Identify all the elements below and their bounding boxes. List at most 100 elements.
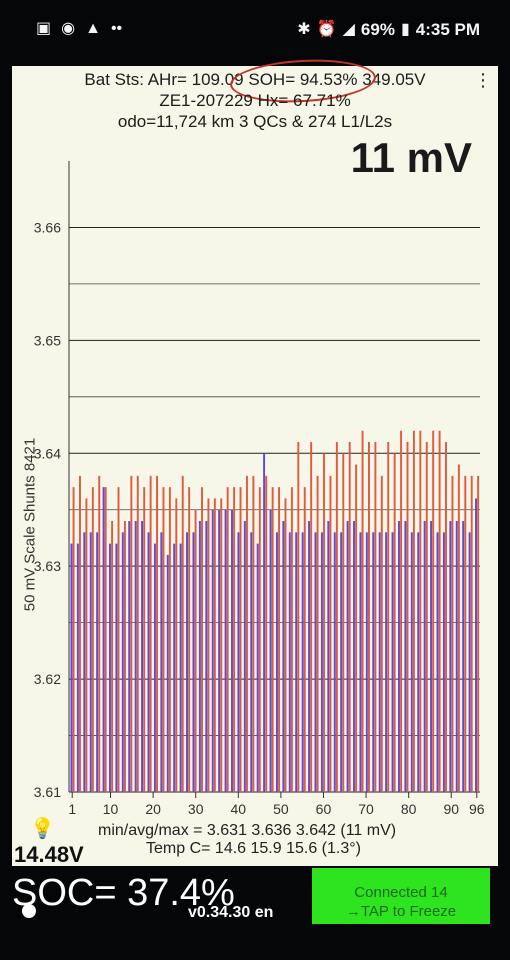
red-bar	[348, 441, 351, 792]
y-tick-label: 3.61	[34, 784, 61, 800]
red-bar	[464, 475, 467, 792]
blue-bar	[462, 521, 465, 792]
red-bar	[168, 487, 171, 792]
x-tick-label: 30	[188, 801, 204, 817]
red-bar	[220, 498, 223, 792]
blue-bar	[275, 532, 278, 792]
x-tick-label: 10	[103, 801, 119, 817]
red-bar	[201, 487, 203, 792]
red-bar	[213, 498, 216, 792]
bottom-bar: SOC= 37.4% v0.34.30 en Connected 14 →TAP…	[0, 866, 510, 960]
blue-bar	[333, 532, 336, 792]
blue-bar	[250, 532, 253, 792]
red-bar	[136, 475, 139, 792]
x-tick-label: 96	[469, 801, 485, 817]
soc-readout: SOC= 37.4%	[12, 872, 235, 914]
red-bar	[387, 441, 390, 792]
red-bar	[457, 464, 460, 792]
red-bar	[239, 487, 242, 792]
blue-bar	[121, 532, 124, 792]
red-bar	[425, 441, 428, 792]
battery-status-panel[interactable]: Bat Sts: AHr= 109.09 SOH= 94.53% 349.05V…	[12, 56, 498, 867]
blue-bar	[83, 532, 86, 792]
blue-bar	[417, 532, 420, 792]
x-tick-label: 80	[401, 801, 417, 817]
app-version: v0.34.30 en	[188, 904, 274, 921]
blue-bar	[153, 543, 156, 792]
blue-bar	[288, 532, 291, 792]
header-line-2: ZE1-207229 Hx= 67.71%	[159, 91, 351, 110]
bluetooth-icon: ✱	[297, 21, 311, 38]
connect-freeze-button[interactable]: Connected 14 →TAP to Freeze	[312, 868, 490, 924]
lightbulb-icon[interactable]: 💡	[30, 818, 55, 840]
y-tick-label: 3.62	[34, 671, 61, 687]
blue-bar	[141, 521, 144, 792]
blue-bar	[320, 532, 323, 792]
blue-bar	[237, 532, 240, 792]
blue-bar	[436, 532, 439, 792]
red-bar	[316, 475, 319, 792]
blue-bar	[353, 521, 355, 792]
blue-bar	[359, 532, 362, 792]
blue-bar	[455, 521, 458, 792]
header-line-1: Bat Sts: AHr= 109.09 SOH= 94.53% 349.05V	[12, 70, 498, 90]
blue-bar	[397, 521, 400, 792]
blue-bar	[314, 532, 317, 792]
red-bar	[226, 487, 229, 792]
red-bar	[104, 487, 107, 792]
aux-battery-voltage: 14.48V	[14, 842, 84, 867]
cell-voltage-chart: 3.61 3.62 3.63 3.64 3.65 3.66 1 10 20 30 40 50 60 70 8…	[34, 161, 485, 817]
blue-bar	[160, 532, 163, 792]
blue-bar	[449, 521, 452, 792]
y-tick-label: 3.66	[34, 219, 61, 235]
red-bar	[91, 487, 94, 792]
connect-status-label: Connected 14	[354, 884, 448, 901]
blue-bar	[70, 543, 73, 792]
red-bar	[361, 430, 364, 792]
status-left-icons: ▣ ◉ ▲ ••	[36, 20, 122, 38]
red-bar	[123, 521, 126, 792]
red-bar	[271, 487, 274, 792]
x-tick-label: 50	[273, 801, 289, 817]
signal-icon: ◢	[342, 21, 355, 38]
red-bar	[278, 487, 281, 792]
blue-bar	[404, 521, 407, 792]
warning-icon: ▲	[85, 20, 101, 37]
status-dot-icon	[22, 904, 36, 918]
red-bar	[297, 441, 300, 792]
blue-bar	[115, 543, 118, 792]
image-icon: ▣	[36, 20, 52, 37]
soh-text: SOH= 94.53%	[243, 70, 358, 89]
red-bar	[181, 475, 184, 792]
blue-bar	[423, 521, 426, 792]
red-bar	[329, 475, 332, 792]
min-avg-max-text: min/avg/max = 3.631 3.636 3.642 (11 mV)	[98, 822, 397, 839]
red-bar	[188, 487, 191, 792]
red-bar	[335, 441, 338, 792]
menu-icon[interactable]: ⋮	[474, 70, 492, 90]
red-bar	[406, 441, 409, 792]
red-bar	[368, 441, 370, 792]
red-bar	[432, 430, 435, 792]
blue-bar	[385, 532, 388, 792]
red-bar	[175, 498, 178, 792]
blue-bar	[378, 532, 381, 792]
red-bar	[85, 498, 88, 792]
x-tick-label: 40	[231, 801, 247, 817]
red-bar	[438, 430, 441, 792]
red-bar	[380, 475, 383, 792]
red-bar	[156, 475, 159, 792]
blue-bar	[179, 543, 182, 792]
y-axis-label: 50 mV Scale Shunts 8421	[21, 437, 39, 612]
blue-bar	[295, 532, 298, 792]
blue-bar	[365, 532, 368, 792]
blue-bar	[282, 521, 285, 792]
red-bar	[98, 475, 101, 792]
clock-time: 4:35 PM	[415, 20, 480, 39]
red-bar	[374, 441, 377, 792]
temperature-text: Temp C= 14.6 15.9 15.6 (1.3°)	[146, 840, 361, 857]
red-bar	[323, 453, 325, 792]
tap-to-freeze-label: →TAP to Freeze	[345, 903, 457, 920]
x-tick-label: 60	[316, 801, 332, 817]
